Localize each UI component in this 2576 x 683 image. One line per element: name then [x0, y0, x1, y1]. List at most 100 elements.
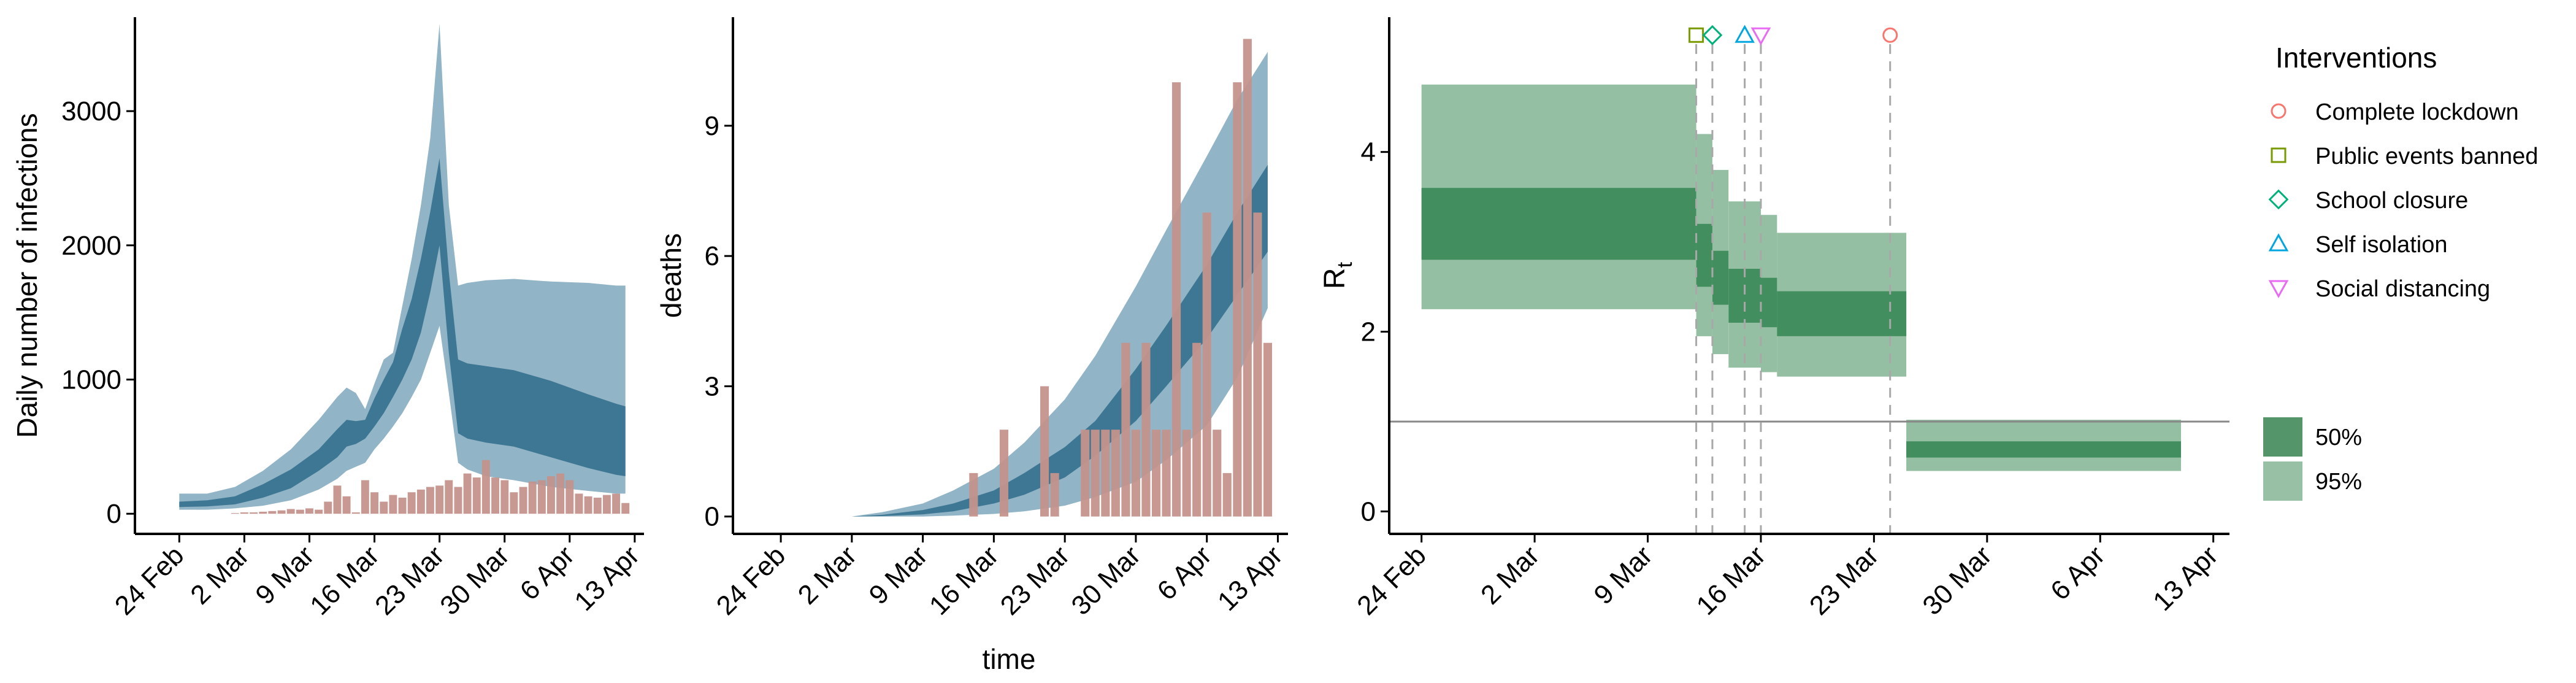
- deaths-bar: [969, 473, 978, 517]
- x-tick-label: 2 Mar: [1475, 540, 1545, 610]
- rt-band-50: [1906, 441, 2181, 458]
- deaths-bar: [1202, 212, 1211, 517]
- x-tick-label: 16 Mar: [924, 540, 1004, 620]
- deaths-bar: [1121, 342, 1130, 517]
- x-tick-label: 23 Mar: [995, 540, 1075, 620]
- infections-bar: [342, 496, 351, 514]
- infections-bar: [259, 511, 267, 514]
- x-tick-label: 9 Mar: [1588, 540, 1658, 610]
- y-tick-label: 0: [1361, 496, 1376, 527]
- infections-bar: [250, 512, 258, 514]
- legend-item-label: Self isolation: [2315, 232, 2447, 258]
- rt-band-50: [1761, 277, 1777, 328]
- x-tick-label: 24 Feb: [1351, 540, 1432, 621]
- deaths-bar: [1050, 473, 1059, 517]
- deaths-bar: [1111, 430, 1120, 517]
- infections-bars: [231, 460, 630, 514]
- y-tick-label: 9: [705, 111, 719, 141]
- x-tick-label: 9 Mar: [863, 540, 933, 610]
- intervention-marker-square: [1689, 27, 1704, 43]
- infections-bar: [547, 476, 555, 514]
- intervention-lines: [1695, 44, 1892, 534]
- y-tick-label: 0: [107, 499, 121, 529]
- deaths-bar: [1152, 430, 1161, 517]
- infections-bar: [621, 503, 630, 514]
- infections-bar: [268, 511, 277, 514]
- deaths-band-95: [851, 52, 1268, 517]
- infections-bar: [231, 513, 239, 514]
- infections-bar: [500, 480, 509, 514]
- deaths-bar: [999, 430, 1008, 517]
- x-tick-label: 6 Apr: [2045, 540, 2110, 606]
- infections-bar: [575, 493, 583, 514]
- legend-icon-triangle: [2268, 233, 2289, 252]
- deaths-bar: [1040, 386, 1049, 517]
- x-tick-label: 2 Mar: [792, 540, 862, 610]
- infections-bar: [584, 496, 592, 514]
- infections-bar: [380, 501, 388, 514]
- deaths-bar: [1141, 342, 1151, 517]
- deaths-bar: [1213, 430, 1222, 517]
- deaths-bars: [969, 39, 1272, 517]
- rt-panel: 24 Feb 2 Mar 9 Mar 16 Mar 23 Mar 30 Mar 6 Apr 1…: [1319, 17, 2229, 621]
- y-tick-label: 6: [705, 241, 719, 271]
- rt-y-label: Rt: [1319, 261, 1357, 289]
- infections-bar: [315, 509, 323, 514]
- infections-bar: [528, 481, 537, 514]
- infections-bar: [612, 493, 620, 514]
- infections-bar: [286, 509, 295, 514]
- infections-bar: [296, 509, 304, 514]
- rt-band-50: [1728, 269, 1761, 323]
- infections-bar: [454, 487, 462, 514]
- infections-bar: [240, 512, 248, 514]
- legend-interval-swatch: [2263, 461, 2302, 501]
- x-tick-label: 13 Apr: [1212, 540, 1289, 617]
- infections-bar: [407, 492, 416, 514]
- intervention-marker-circle: [1882, 27, 1898, 43]
- infections-bar: [370, 492, 378, 514]
- legend-icon-diamond: [2268, 189, 2289, 210]
- x-tick-label: 30 Mar: [1066, 540, 1146, 620]
- infections-bar: [481, 460, 490, 514]
- x-tick-label: 30 Mar: [434, 540, 515, 620]
- legend-item-label: Complete lockdown: [2315, 99, 2519, 125]
- y-tick-label: 1000: [61, 365, 121, 395]
- y-tick-label: 2: [1361, 317, 1376, 347]
- deaths-bands: [851, 52, 1268, 517]
- deaths-x-label: time: [983, 643, 1036, 675]
- infections-bar: [361, 480, 369, 514]
- infections-bands: [179, 23, 626, 510]
- x-tick-label: 16 Mar: [1691, 540, 1771, 620]
- x-tick-label: 2 Mar: [185, 540, 255, 610]
- x-tick-label: 23 Mar: [1804, 540, 1884, 620]
- infections-bar: [305, 508, 313, 514]
- infections-bar: [389, 495, 397, 514]
- infections-bar: [416, 489, 425, 514]
- deaths-bar: [1091, 430, 1100, 517]
- infections-bar: [602, 495, 611, 514]
- legend-icon-square: [2271, 147, 2287, 163]
- deaths-bar: [1182, 430, 1191, 517]
- infections-bar: [435, 485, 444, 514]
- infections-band-50: [179, 158, 626, 507]
- rt-band-50: [1421, 188, 1696, 260]
- legend-interval-swatch: [2263, 417, 2302, 457]
- deaths-bar: [1222, 473, 1232, 517]
- y-tick-label: 3000: [61, 96, 121, 126]
- infections-bar: [277, 510, 286, 514]
- infections-bar: [556, 473, 565, 514]
- deaths-band-50: [851, 164, 1268, 517]
- deaths-bar: [1172, 82, 1181, 517]
- infections-bar: [445, 480, 453, 514]
- infections-bar: [351, 512, 360, 514]
- y-tick-label: 2000: [61, 231, 121, 261]
- deaths-bar: [1233, 82, 1242, 517]
- deaths-bar: [1253, 212, 1262, 517]
- legend-interval-label: 50%: [2315, 425, 2362, 450]
- intervention-marker-diamond: [1702, 25, 1723, 45]
- infections-y-label: Daily number of infections: [11, 113, 43, 438]
- infections-bar: [593, 498, 602, 514]
- infections-bar: [510, 492, 518, 514]
